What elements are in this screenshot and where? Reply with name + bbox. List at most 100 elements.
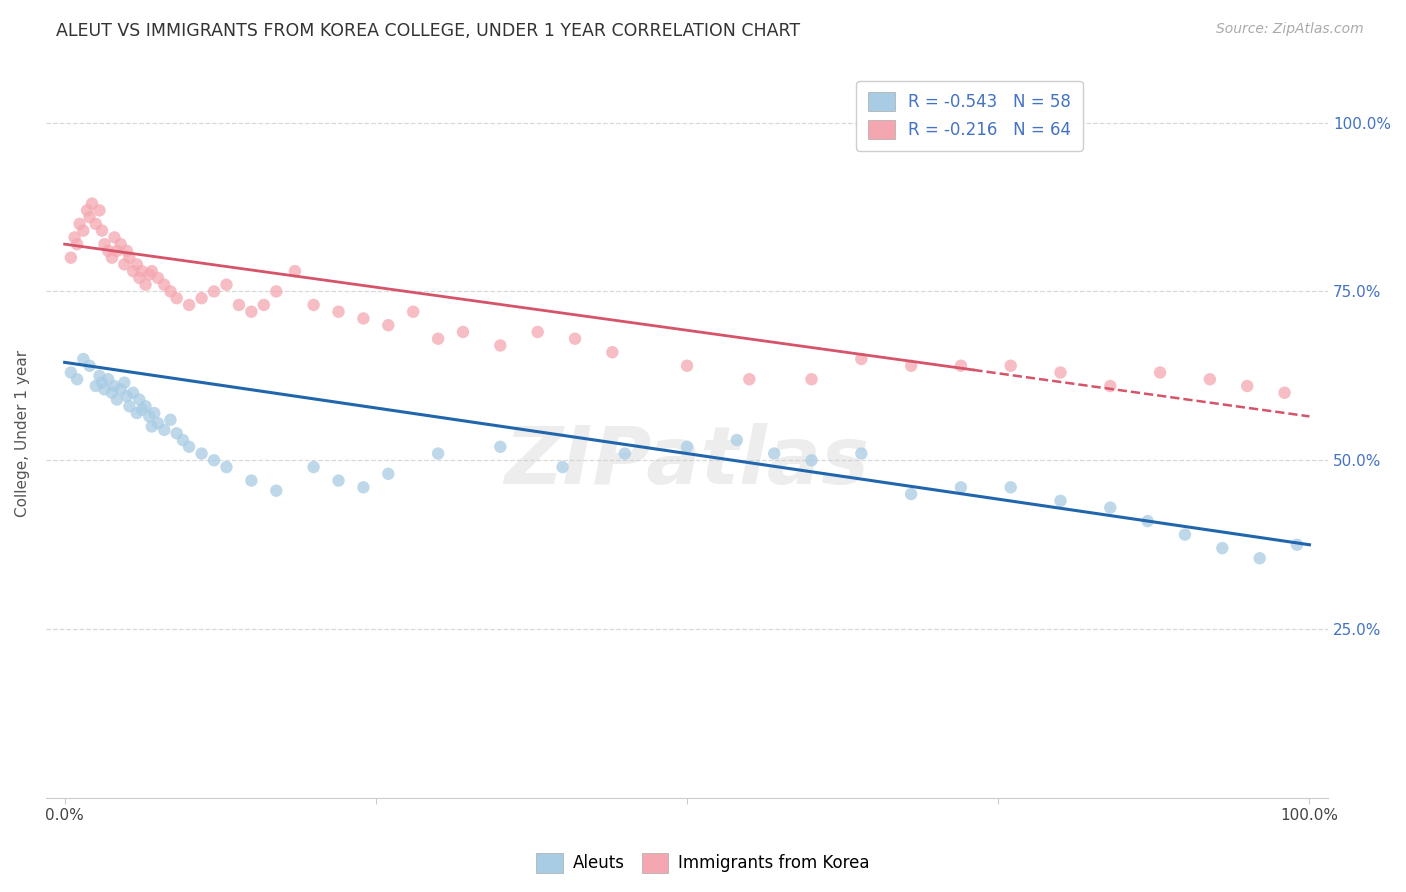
Point: [190, 291, 212, 305]
Point: [93, 383, 115, 397]
Point: [101, 385, 124, 400]
Point: [112, 376, 135, 390]
Point: [190, 446, 212, 460]
Point: [166, 426, 188, 441]
Point: [526, 325, 548, 339]
Text: ZIPatlas: ZIPatlas: [505, 424, 869, 501]
Point: [489, 440, 512, 454]
Point: [851, 351, 873, 366]
Point: [143, 406, 166, 420]
Point: [284, 264, 307, 278]
Point: [103, 379, 125, 393]
Point: [725, 433, 748, 447]
Point: [131, 264, 153, 278]
Point: [1136, 514, 1159, 528]
Point: [66, 372, 89, 386]
Point: [613, 446, 636, 460]
Point: [763, 446, 786, 460]
Point: [402, 304, 425, 318]
Point: [564, 332, 586, 346]
Point: [159, 285, 181, 299]
Point: [79, 210, 101, 224]
Point: [1236, 379, 1258, 393]
Point: [80, 196, 103, 211]
Point: [105, 244, 128, 258]
Point: [146, 271, 169, 285]
Point: [800, 372, 823, 386]
Point: [602, 345, 624, 359]
Point: [110, 383, 132, 397]
Point: [89, 203, 111, 218]
Point: [118, 251, 141, 265]
Point: [93, 237, 115, 252]
Point: [1049, 493, 1071, 508]
Point: [1000, 480, 1022, 494]
Point: [949, 359, 972, 373]
Legend: Aleuts, Immigrants from Korea: Aleuts, Immigrants from Korea: [530, 847, 876, 880]
Point: [125, 257, 148, 271]
Point: [1211, 541, 1233, 555]
Point: [115, 244, 138, 258]
Point: [215, 277, 238, 292]
Point: [128, 392, 150, 407]
Point: [72, 351, 94, 366]
Point: [800, 453, 823, 467]
Y-axis label: College, Under 1 year: College, Under 1 year: [15, 350, 30, 516]
Point: [110, 237, 132, 252]
Point: [141, 264, 163, 278]
Point: [97, 244, 120, 258]
Point: [676, 359, 699, 373]
Point: [166, 291, 188, 305]
Point: [153, 277, 176, 292]
Point: [84, 217, 107, 231]
Point: [131, 402, 153, 417]
Point: [377, 467, 399, 481]
Point: [302, 460, 325, 475]
Point: [84, 379, 107, 393]
Point: [352, 480, 374, 494]
Point: [900, 487, 922, 501]
Point: [66, 237, 89, 252]
Point: [1099, 379, 1122, 393]
Point: [489, 338, 512, 352]
Point: [138, 409, 160, 424]
Point: [1285, 538, 1308, 552]
Point: [1099, 500, 1122, 515]
Point: [103, 230, 125, 244]
Point: [153, 423, 176, 437]
Point: [676, 440, 699, 454]
Point: [115, 389, 138, 403]
Point: [79, 359, 101, 373]
Point: [72, 224, 94, 238]
Point: [1174, 527, 1197, 541]
Point: [264, 285, 287, 299]
Point: [125, 406, 148, 420]
Point: [1049, 366, 1071, 380]
Point: [377, 318, 399, 333]
Point: [202, 285, 225, 299]
Point: [240, 474, 263, 488]
Point: [91, 376, 114, 390]
Point: [1274, 385, 1296, 400]
Point: [202, 453, 225, 467]
Point: [900, 359, 922, 373]
Point: [949, 480, 972, 494]
Point: [59, 366, 82, 380]
Point: [1249, 551, 1271, 566]
Point: [118, 399, 141, 413]
Point: [551, 460, 574, 475]
Point: [69, 217, 91, 231]
Point: [179, 440, 201, 454]
Point: [122, 385, 145, 400]
Point: [91, 224, 114, 238]
Point: [228, 298, 250, 312]
Point: [328, 304, 350, 318]
Point: [159, 413, 181, 427]
Point: [172, 433, 194, 447]
Text: Source: ZipAtlas.com: Source: ZipAtlas.com: [1216, 22, 1364, 37]
Point: [427, 332, 450, 346]
Point: [1000, 359, 1022, 373]
Point: [105, 392, 128, 407]
Point: [59, 251, 82, 265]
Point: [135, 277, 157, 292]
